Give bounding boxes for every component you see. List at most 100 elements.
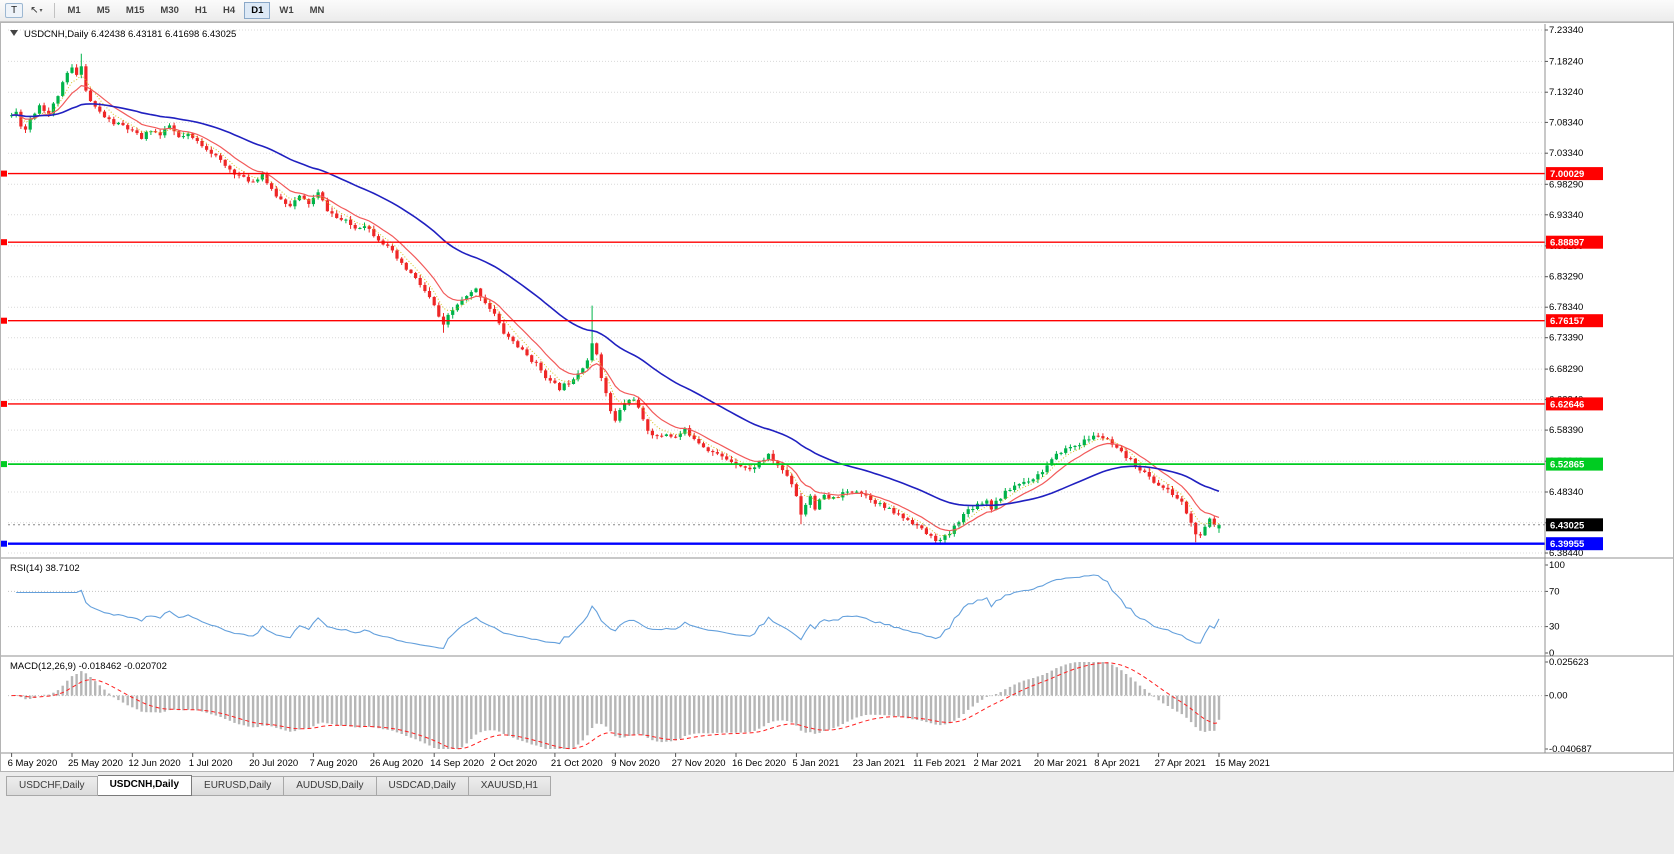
date-label: 25 May 2020 — [68, 758, 123, 769]
svg-text:6.39955: 6.39955 — [1550, 539, 1585, 550]
tab-xauusd-h1[interactable]: XAUUSD,H1 — [468, 776, 551, 796]
price-tick-label: 6.58390 — [1549, 425, 1583, 436]
timeframe-button-h1[interactable]: H1 — [194, 5, 208, 16]
macd-scale-label: -0.040687 — [1549, 744, 1592, 755]
price-tag: 6.76157 — [1546, 314, 1603, 328]
moving-average-40 — [11, 103, 1220, 507]
timeframe-button-m15[interactable]: M15 — [125, 5, 145, 16]
macd-histogram — [15, 662, 1221, 749]
price-axis[interactable]: 7.23340 7.18240 7.13240 7.08340 7.03340 6.982… — [1545, 25, 1603, 559]
date-label: 20 Jul 2020 — [249, 758, 298, 769]
date-label: 7 Aug 2020 — [309, 758, 357, 769]
price-tick-label: 7.18240 — [1549, 56, 1583, 67]
price-tick-label: 6.78340 — [1549, 302, 1583, 313]
tab-usdcnh-daily[interactable]: USDCNH,Daily — [97, 775, 193, 796]
date-label: 1 Jul 2020 — [189, 758, 233, 769]
rsi-scale-label: 100 — [1549, 560, 1565, 571]
chevron-down-icon: ▾ — [39, 8, 43, 14]
date-label: 8 Apr 2021 — [1094, 758, 1140, 769]
price-tag: 7.00029 — [1546, 167, 1603, 180]
rsi-panel: 100 70 30 0 RSI(14) 38.7102 — [8, 560, 1565, 659]
date-label: 21 Oct 2020 — [551, 758, 603, 769]
grid-lines — [8, 29, 1545, 554]
date-axis[interactable]: 6 May 2020 25 May 2020 12 Jun 2020 1 Jul 20… — [8, 753, 1270, 769]
price-tag: 6.43025 — [1546, 518, 1603, 532]
line-left-marker — [1, 400, 7, 407]
price-tag: 6.52865 — [1546, 457, 1603, 471]
price-tick-label: 6.98290 — [1549, 179, 1583, 190]
svg-text:6.76157: 6.76157 — [1550, 316, 1584, 327]
date-label: 9 Nov 2020 — [611, 758, 660, 769]
date-label: 14 Sep 2020 — [430, 758, 484, 769]
tab-usdchf-daily[interactable]: USDCHF,Daily — [6, 776, 98, 796]
price-tick-label: 6.68290 — [1549, 364, 1583, 375]
tab-audusd-daily[interactable]: AUDUSD,Daily — [284, 776, 377, 796]
cursor-icon: ↖ — [30, 5, 39, 16]
rsi-label: RSI(14) 38.7102 — [10, 563, 80, 574]
price-tick-label: 7.08340 — [1549, 117, 1583, 128]
tab-eurusd-daily[interactable]: EURUSD,Daily — [192, 776, 285, 796]
line-left-marker — [1, 170, 7, 177]
timeframe-button-h4[interactable]: H4 — [223, 5, 236, 16]
svg-text:6.88897: 6.88897 — [1550, 238, 1584, 249]
chart-tabs: USDCHF,Daily USDCNH,Daily EURUSD,Daily A… — [0, 775, 1674, 797]
toolbar-separator — [53, 3, 55, 18]
macd-signal-line — [11, 662, 1220, 750]
macd-scale-label: 0.00 — [1549, 691, 1568, 702]
price-tick-label: 7.23340 — [1549, 25, 1583, 36]
svg-text:7.00029: 7.00029 — [1550, 169, 1584, 180]
price-chart-canvas[interactable]: 100 70 30 0 RSI(14) 38.7102 0.025623 0.00 -0.04… — [0, 22, 1674, 772]
date-label: 12 Jun 2020 — [128, 758, 180, 769]
rsi-scale-label: 70 — [1549, 586, 1560, 597]
date-label: 15 May 2021 — [1215, 758, 1270, 769]
price-tick-label: 6.83290 — [1549, 272, 1583, 283]
cursor-tool-button[interactable]: ↖ ▾ — [25, 3, 47, 18]
price-tag: 6.62646 — [1546, 397, 1603, 411]
rsi-scale-label: 30 — [1549, 622, 1560, 633]
date-label: 26 Aug 2020 — [370, 758, 423, 769]
moving-average-5 — [11, 74, 1220, 537]
chart-title-text: USDCNH,Daily 6.42438 6.43181 6.41698 6.4… — [24, 29, 236, 40]
text-tool-button[interactable]: T — [5, 3, 24, 18]
timeframe-button-w1[interactable]: W1 — [279, 5, 294, 16]
macd-scale-label: 0.025623 — [1549, 657, 1589, 668]
svg-text:6.52865: 6.52865 — [1550, 460, 1585, 471]
price-tick-label: 7.13240 — [1549, 87, 1583, 98]
svg-text:6.62646: 6.62646 — [1550, 399, 1584, 410]
timeframe-button-m5[interactable]: M5 — [96, 5, 110, 16]
timeframe-button-d1[interactable]: D1 — [244, 2, 271, 19]
date-label: 5 Jan 2021 — [792, 758, 839, 769]
chart-window: 100 70 30 0 RSI(14) 38.7102 0.025623 0.00 -0.04… — [0, 22, 1674, 772]
svg-text:6.43025: 6.43025 — [1550, 520, 1585, 531]
line-left-marker — [1, 317, 7, 324]
line-left-marker — [1, 461, 7, 468]
moving-average-10 — [11, 84, 1220, 532]
price-tick-label: 6.73390 — [1549, 333, 1583, 344]
date-label: 2 Mar 2021 — [973, 758, 1021, 769]
date-label: 27 Apr 2021 — [1155, 758, 1206, 769]
price-tick-label: 7.03340 — [1549, 148, 1583, 159]
price-tick-label: 6.93340 — [1549, 210, 1583, 221]
rsi-line — [16, 574, 1220, 649]
price-tag: 6.39955 — [1546, 537, 1603, 551]
chart-title: USDCNH,Daily 6.42438 6.43181 6.41698 6.4… — [10, 29, 236, 40]
date-label: 27 Nov 2020 — [672, 758, 726, 769]
macd-panel: 0.025623 0.00 -0.040687 MACD(12,26,9) -0.01… — [8, 657, 1592, 755]
bottom-bar: USDCHF,Daily USDCNH,Daily EURUSD,Daily A… — [0, 772, 1674, 854]
timeframe-button-m1[interactable]: M1 — [67, 5, 81, 16]
top-toolbar: T ↖ ▾ M1 M5 M15 M30 H1 H4 D1 W1 MN — [0, 0, 1674, 22]
date-label: 2 Oct 2020 — [491, 758, 537, 769]
price-tick-label: 6.48340 — [1549, 487, 1583, 498]
date-label: 11 Feb 2021 — [913, 758, 966, 769]
tab-usdcad-daily[interactable]: USDCAD,Daily — [376, 776, 469, 796]
date-label: 23 Jan 2021 — [853, 758, 905, 769]
price-tick-label: 6.38440 — [1549, 548, 1583, 559]
line-left-marker — [1, 239, 7, 246]
candlesticks — [10, 53, 1221, 545]
timeframe-button-mn[interactable]: MN — [309, 5, 325, 16]
date-label: 6 May 2020 — [8, 758, 58, 769]
timeframe-button-m30[interactable]: M30 — [160, 5, 179, 16]
rsi-scale-label: 0 — [1549, 648, 1554, 659]
date-label: 16 Dec 2020 — [732, 758, 786, 769]
symbol-dropdown-icon — [10, 30, 18, 36]
